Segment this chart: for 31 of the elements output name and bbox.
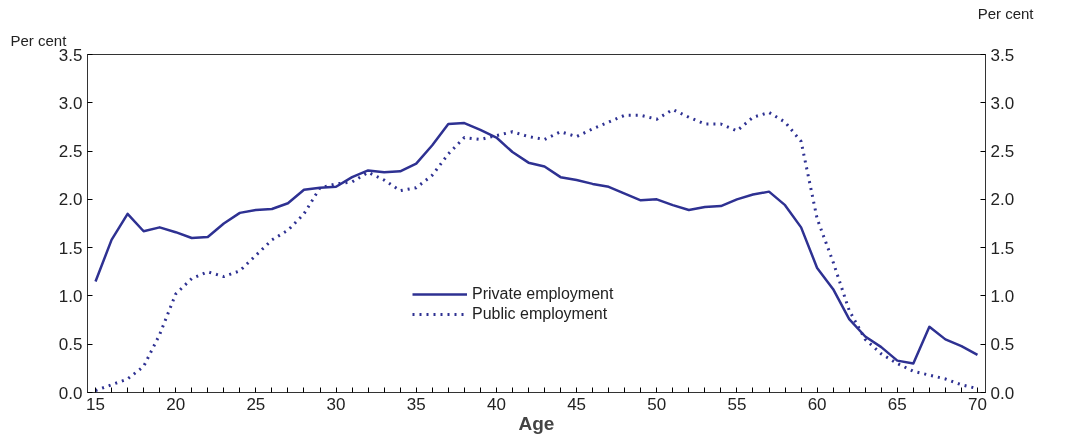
x-tick-label: 35 [406, 394, 426, 414]
y2-axis-title: Per cent [977, 4, 1035, 22]
x-axis-title: Age [518, 412, 555, 434]
y-tick-label: 1.5 [58, 238, 83, 258]
x-tick-label: 30 [326, 394, 346, 414]
y2-tick-label: 0.5 [990, 335, 1015, 355]
x-tick-label: 55 [727, 394, 747, 414]
y2-tick-label: 0.0 [990, 383, 1015, 403]
x-tick-label: 60 [807, 394, 827, 414]
legend-label: Public employment [472, 305, 608, 323]
y2-tick-label: 2.5 [990, 142, 1015, 162]
y2-tick-label: 1.5 [990, 238, 1015, 258]
y-tick-label: 2.5 [58, 142, 83, 162]
x-tick-label: 65 [887, 394, 907, 414]
x-tick-label: 15 [86, 394, 105, 414]
y2-tick-label: 2.0 [990, 190, 1015, 210]
y2-tick-label: 3.0 [990, 93, 1015, 113]
y-tick-label: 2.0 [58, 190, 83, 210]
y-tick-label: 1.0 [58, 286, 83, 306]
y-tick-label: 0.0 [58, 383, 83, 403]
x-tick-label: 25 [246, 394, 266, 414]
y2-tick-label: 3.5 [990, 45, 1015, 65]
x-tick-label: 40 [486, 394, 506, 414]
y-tick-label: 0.5 [58, 335, 83, 355]
x-tick-label: 45 [567, 394, 587, 414]
y2-tick-label: 1.0 [990, 286, 1015, 306]
y-tick-label: 3.0 [58, 93, 83, 113]
x-tick-label: 70 [968, 394, 987, 414]
x-tick-label: 20 [166, 394, 186, 414]
x-tick-label: 50 [647, 394, 667, 414]
legend-label: Private employment [472, 285, 614, 303]
